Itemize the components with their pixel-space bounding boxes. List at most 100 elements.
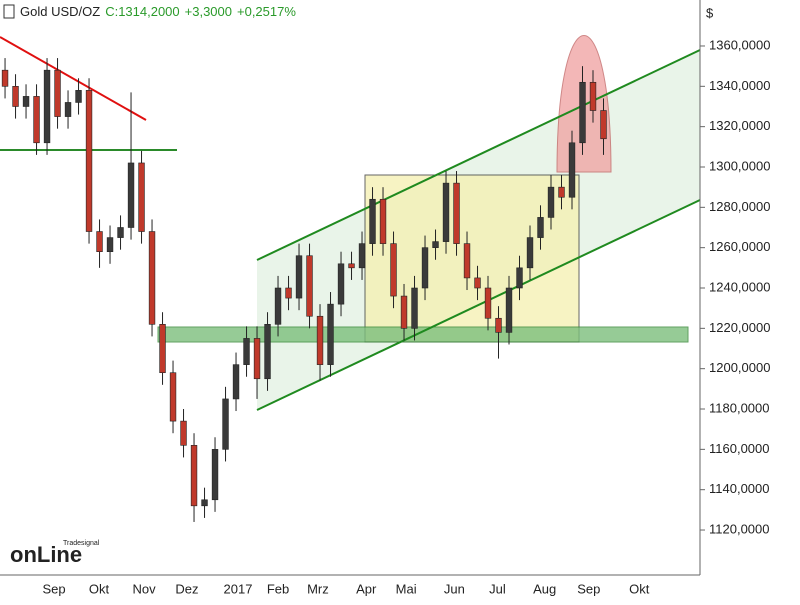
candle-body <box>1 69 9 87</box>
candle-body <box>421 247 429 289</box>
candle-body <box>22 96 30 107</box>
x-tick-label: Okt <box>629 581 650 596</box>
x-tick-label: Sep <box>577 581 600 596</box>
candle-body <box>222 398 229 450</box>
candle-body <box>337 263 345 305</box>
support-zone <box>157 326 689 343</box>
change-pct: +0,2517% <box>237 4 296 19</box>
candle-body <box>117 227 124 238</box>
candle-body <box>253 338 261 380</box>
candle-body <box>75 90 82 103</box>
candles <box>1 58 607 522</box>
close: C:1314,2000 <box>105 4 179 19</box>
candle-body <box>64 102 72 117</box>
y-tick-label: 1140,0000 <box>709 481 770 496</box>
candle-body <box>327 303 334 365</box>
candle-body <box>600 110 607 140</box>
candle-body <box>589 81 597 111</box>
candle-body <box>211 449 219 501</box>
candle-body <box>306 255 313 317</box>
y-tick-label: 1300,0000 <box>709 158 770 173</box>
x-tick-label: Dez <box>175 581 198 596</box>
candle-body <box>484 287 492 319</box>
x-tick-label: Okt <box>89 581 110 596</box>
candle-body <box>400 295 408 329</box>
candle-body <box>159 324 166 374</box>
candle-body <box>54 69 61 117</box>
candle-body <box>295 255 303 299</box>
y-tick-label: 1200,0000 <box>709 360 770 375</box>
candle-body <box>274 287 282 325</box>
candle-body <box>505 287 513 333</box>
watermark-brand: Tradesignal <box>63 540 100 547</box>
candle-body <box>463 243 471 279</box>
candle-body <box>390 243 397 297</box>
candle-body <box>369 198 376 244</box>
x-tick-label: 2017 <box>224 581 253 596</box>
change: +3,3000 <box>185 4 232 19</box>
candle-body <box>138 162 145 232</box>
candle-body <box>474 277 481 289</box>
candle-body <box>453 182 460 244</box>
header-icon <box>3 4 15 19</box>
y-tick-label: 1120,0000 <box>709 521 770 536</box>
watermark-product: onLine <box>10 542 82 567</box>
candle-body <box>379 198 387 244</box>
y-tick-label: 1160,0000 <box>709 441 770 456</box>
candle-body <box>442 182 450 242</box>
x-tick-label: Mrz <box>307 581 329 596</box>
candle-body <box>358 243 366 269</box>
candle-body <box>201 499 208 507</box>
candle-body <box>516 267 523 289</box>
y-tick-label: 1220,0000 <box>709 320 770 335</box>
x-tick-label: Feb <box>267 581 289 596</box>
candle-body <box>547 186 555 218</box>
candle-body <box>579 81 586 144</box>
candle-body <box>12 86 19 107</box>
candle-body <box>316 315 324 365</box>
candle-body <box>495 317 502 333</box>
candle-body <box>190 445 198 507</box>
drawings <box>0 35 701 411</box>
candle-body <box>348 263 355 269</box>
x-tick-label: Mai <box>396 581 417 596</box>
candle-body <box>127 162 135 228</box>
candle-body <box>526 237 534 269</box>
x-tick-label: Aug <box>533 581 556 596</box>
candle-body <box>243 338 250 365</box>
candle-body <box>537 217 544 238</box>
candle-body <box>411 287 418 329</box>
candle-body <box>43 69 51 144</box>
resistance-line <box>0 36 147 121</box>
y-tick-label: 1280,0000 <box>709 199 770 214</box>
candle-body <box>558 186 565 198</box>
y-tick-label: 1260,0000 <box>709 239 770 254</box>
x-tick-label: Nov <box>132 581 156 596</box>
candle-body <box>432 241 439 248</box>
x-tick-label: Sep <box>43 581 66 596</box>
candle-body <box>169 372 177 422</box>
candle-body <box>148 231 156 325</box>
candle-body <box>264 324 271 380</box>
candle-body <box>96 231 103 253</box>
y-unit: $ <box>706 5 714 20</box>
x-tick-label: Jul <box>489 581 506 596</box>
y-tick-label: 1340,0000 <box>709 78 770 93</box>
header-title: Gold USD/OZ C:1314,2000 +3,3000 +0,2517% <box>20 4 296 19</box>
candle-body <box>106 237 114 253</box>
candle-body <box>180 420 187 446</box>
candle-body <box>285 287 292 299</box>
range-box <box>364 174 580 343</box>
candle-body <box>85 90 93 232</box>
channel-upper <box>256 49 701 261</box>
symbol: Gold USD/OZ <box>20 4 100 19</box>
y-tick-label: 1240,0000 <box>709 279 770 294</box>
y-tick-label: 1320,0000 <box>709 118 770 133</box>
y-tick-label: 1180,0000 <box>709 400 770 415</box>
x-tick-label: Jun <box>444 581 465 596</box>
candle-body <box>232 364 240 400</box>
x-tick-label: Apr <box>356 581 377 596</box>
y-tick-label: 1360,0000 <box>709 37 770 52</box>
candle-body <box>33 96 40 144</box>
